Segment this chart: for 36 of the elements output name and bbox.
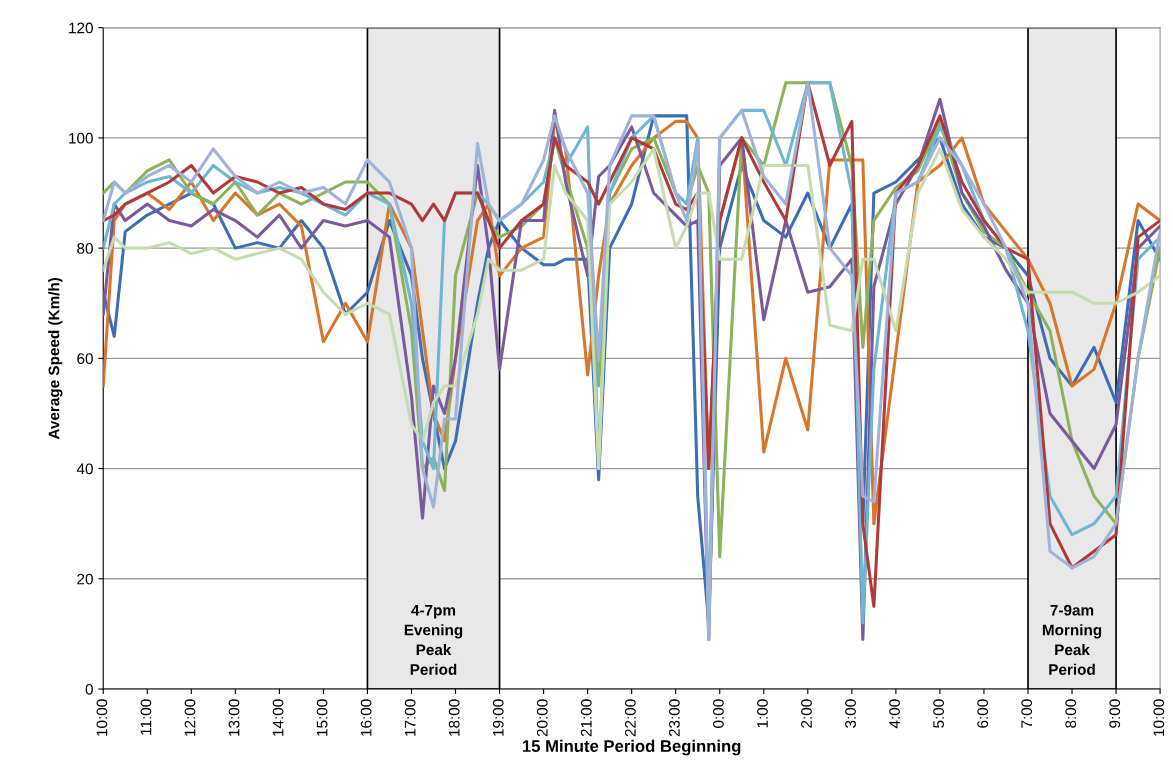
x-tick-label: 0:00 [713, 699, 724, 728]
x-tick-label: 4:00 [889, 699, 900, 729]
x-tick-label: 11:00 [140, 699, 152, 735]
x-tick-label: 17:00 [404, 699, 416, 736]
x-tick-label: 12:00 [184, 699, 196, 736]
x-tick-label: 23:00 [668, 699, 680, 737]
band-label: 4-7pm Evening Peak Period [404, 604, 463, 675]
band-label: 7-9am Morning Peak Period [1042, 604, 1102, 675]
x-tick-label: 10:00 [96, 699, 108, 736]
x-tick-label: 1:00 [757, 699, 768, 728]
x-tick-label: 15:00 [316, 699, 328, 736]
y-tick-label: 60 [77, 353, 93, 365]
x-tick-label: 18:00 [448, 699, 460, 736]
x-tick-label: 6:00 [977, 699, 989, 728]
x-tick-label: 3:00 [845, 699, 856, 728]
x-tick-label: 20:00 [536, 699, 548, 737]
y-tick-label: 120 [69, 22, 93, 34]
x-tick-label: 8:00 [1065, 699, 1077, 728]
x-tick-label: 19:00 [492, 699, 504, 736]
x-tick-label: 14:00 [272, 699, 284, 736]
x-tick-label: 13:00 [228, 699, 240, 736]
y-tick-label: 100 [69, 132, 93, 144]
y-tick-label: 40 [76, 463, 93, 475]
x-tick-label: 10:00 [1153, 699, 1165, 736]
x-tick-label: 5:00 [933, 699, 945, 728]
x-tick-label: 22:00 [624, 699, 636, 737]
x-tick-label: 9:00 [1109, 699, 1121, 728]
y-axis-title: Average Speed (Km/h) [48, 277, 63, 440]
y-tick-label: 0 [85, 683, 93, 695]
x-tick-label: 7:00 [1021, 699, 1033, 728]
x-axis-title: 15 Minute Period Beginning [522, 739, 741, 756]
x-tick-label: 2:00 [801, 699, 812, 728]
y-tick-label: 20 [77, 573, 93, 585]
y-tick-label: 80 [77, 243, 93, 254]
x-tick-label: 16:00 [360, 699, 372, 736]
x-tick-label: 21:00 [580, 699, 592, 737]
